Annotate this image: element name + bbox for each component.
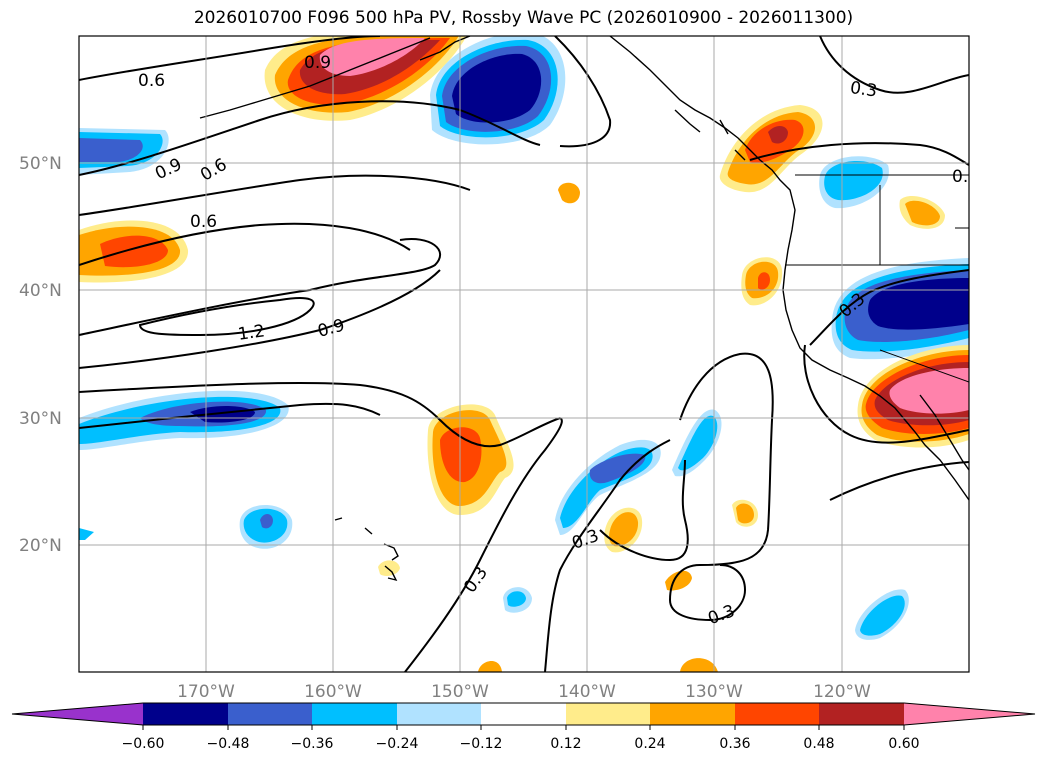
- anomaly-positive-48n-141w: [558, 182, 580, 204]
- colorbar-segment: [735, 703, 819, 725]
- anomaly-negative-california: [831, 258, 969, 360]
- lat-label: 40°N: [19, 281, 62, 301]
- colorbar-over-arrow: [904, 703, 1035, 725]
- gridlines: [79, 36, 969, 672]
- colorbar-tick-label: −0.60: [122, 736, 165, 752]
- anomaly-positive-southern-california: [857, 345, 969, 448]
- anomaly-negative-21n-180: [79, 528, 94, 540]
- anomaly-positive-41n-127w: [741, 257, 783, 306]
- anomaly-positive-alaska: [264, 36, 467, 121]
- contour-label: 0.3: [849, 78, 879, 102]
- colorbar-tick-label: −0.36: [291, 736, 334, 752]
- colorbar-tick-label: 0.12: [550, 736, 581, 752]
- contour-label: 0.6: [138, 71, 165, 91]
- colorbar: −0.60 −0.48 −0.36 −0.24 −0.12 0.12 0.24 …: [11, 702, 1036, 752]
- anomaly-negative-22n-165w: [239, 505, 293, 549]
- colorbar-segment: [481, 703, 566, 725]
- anomaly-positive-hawaii: [378, 560, 400, 576]
- anomaly-negative-16n-145w: [503, 587, 532, 613]
- colorbar-tick-label: −0.48: [207, 736, 250, 752]
- colorbar-tick-label: 0.24: [634, 736, 665, 752]
- anomaly-negative-28n-132w: [672, 409, 722, 477]
- lon-label: 120°W: [813, 682, 871, 702]
- contour-label: 0.9: [304, 53, 331, 73]
- contour-label: 1.2: [237, 321, 267, 345]
- anomaly-positive-pacific-nw: [719, 105, 823, 193]
- contour-label: 0.3: [952, 167, 979, 187]
- lon-label: 160°W: [304, 682, 362, 702]
- anomaly-positive-bottom-148w: [478, 661, 502, 672]
- political-borders: [785, 174, 969, 383]
- colorbar-ticks: [142, 725, 905, 730]
- anomaly-positive-22n-127w: [732, 499, 758, 527]
- colorbar-tick-label: −0.12: [460, 736, 503, 752]
- colorbar-under-arrow: [12, 703, 143, 725]
- colorbar-segment: [397, 703, 481, 725]
- lon-label: 150°W: [431, 682, 489, 702]
- colorbar-tick-label: 0.60: [888, 736, 919, 752]
- anomaly-positive-bottom-130w: [680, 658, 718, 672]
- lon-label: 170°W: [177, 682, 235, 702]
- colorbar-segment: [819, 703, 904, 725]
- coastlines: [199, 36, 969, 582]
- map-area: [79, 36, 969, 672]
- colorbar-tick-label: −0.24: [376, 736, 419, 752]
- lat-label: 50°N: [19, 154, 62, 174]
- colorbar-segment: [228, 703, 312, 725]
- longitude-labels: 170°W 160°W 150°W 140°W 130°W 120°W: [177, 682, 871, 702]
- anomaly-positive-west-42n: [79, 220, 189, 283]
- colorbar-tick-label: 0.48: [803, 736, 834, 752]
- anomaly-positive-45n-116w-core: [905, 200, 940, 226]
- map-frame: [78, 35, 970, 673]
- lat-label: 30°N: [19, 409, 62, 429]
- colorbar-segment: [650, 703, 735, 725]
- anomaly-negative-15n-118w: [855, 589, 909, 640]
- anomaly-negative-gulf-alaska: [430, 36, 566, 145]
- colorbar-segment: [566, 703, 650, 725]
- colorbar-tick-label: 0.36: [719, 736, 750, 752]
- anomaly-negative-30n-170w: [79, 390, 289, 450]
- lon-label: 130°W: [685, 682, 743, 702]
- lat-label: 20°N: [19, 536, 62, 556]
- latitude-labels: 50°N 40°N 30°N 20°N: [19, 154, 62, 556]
- anomaly-negative-48n-120w: [819, 156, 889, 209]
- anomaly-positive-22n-137w: [604, 507, 643, 553]
- figure-title: 2026010700 F096 500 hPa PV, Rossby Wave …: [193, 8, 854, 28]
- contour-label: 0.6: [190, 212, 217, 232]
- lon-label: 140°W: [558, 682, 616, 702]
- anomaly-positive-28n-150w: [427, 404, 514, 515]
- colorbar-segment: [312, 703, 397, 725]
- colorbar-segment: [143, 703, 228, 725]
